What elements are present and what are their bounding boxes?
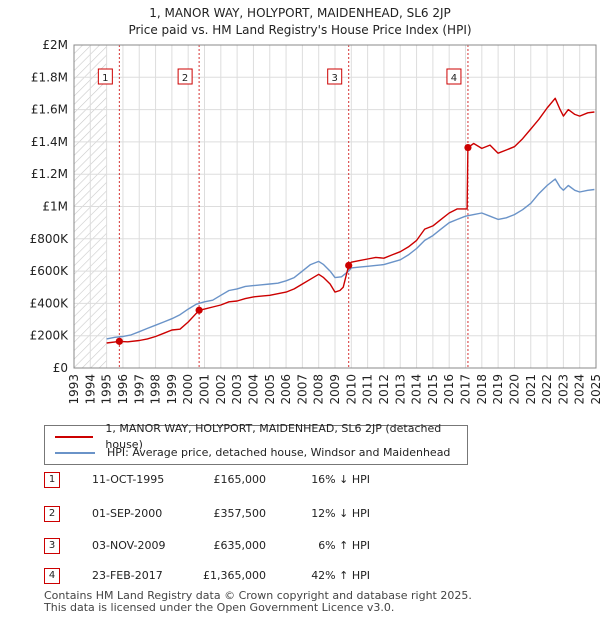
- x-tick-label: 1995: [100, 374, 114, 405]
- sale-row: 3 03-NOV-2009 £635,000 6% ↑ HPI: [44, 538, 424, 556]
- y-tick-label: £1M: [42, 200, 68, 214]
- y-tick-label: £200K: [30, 329, 70, 343]
- y-tick-label: £1.4M: [31, 135, 68, 149]
- y-tick-label: £0: [53, 361, 68, 375]
- sale-date: 23-FEB-2017: [92, 569, 163, 582]
- y-tick-label: £1.6M: [31, 103, 68, 117]
- x-tick-label: 2024: [573, 374, 587, 405]
- x-tick-label: 2025: [589, 374, 600, 405]
- x-tick-label: 2003: [230, 374, 244, 405]
- y-tick-label: £1.2M: [31, 167, 68, 181]
- x-tick-label: 2021: [524, 374, 538, 405]
- x-tick-label: 1997: [132, 374, 146, 405]
- x-tick-label: 2011: [361, 374, 375, 405]
- sale-number-badge: 2: [44, 506, 60, 522]
- sale-number-badge: 4: [44, 568, 60, 584]
- y-tick-label: £600K: [30, 264, 70, 278]
- sale-marker-box: [177, 68, 193, 85]
- sale-marker-label: 4: [451, 73, 457, 84]
- y-tick-label: £400K: [30, 296, 70, 310]
- sale-marker-box: [446, 68, 462, 85]
- chart-title: 1, MANOR WAY, HOLYPORT, MAIDENHEAD, SL6 …: [149, 6, 451, 20]
- x-tick-label: 2002: [214, 374, 228, 405]
- sale-number-badge: 1: [44, 472, 60, 488]
- sale-point: [115, 337, 123, 345]
- x-tick-label: 2000: [181, 374, 195, 405]
- sale-price: £635,000: [213, 539, 267, 552]
- footer-note: Contains HM Land Registry data © Crown c…: [44, 590, 472, 614]
- x-tick-label: 2016: [442, 374, 456, 405]
- footer-line-1: Contains HM Land Registry data © Crown c…: [44, 589, 472, 602]
- sale-row: 2 01-SEP-2000 £357,500 12% ↓ HPI: [44, 506, 424, 524]
- property-series-line: [106, 97, 595, 344]
- x-tick-label: 2018: [475, 374, 489, 405]
- x-tick-label: 2005: [263, 374, 277, 405]
- legend-swatch-property: [55, 436, 94, 438]
- plot-frame: [73, 44, 597, 369]
- sale-date: 01-SEP-2000: [92, 507, 163, 520]
- sale-row: 4 23-FEB-2017 £1,365,000 42% ↑ HPI: [44, 568, 424, 586]
- x-tick-label: 1994: [83, 374, 97, 405]
- x-tick-label: 2019: [491, 374, 505, 405]
- sale-marker-label: 1: [102, 73, 108, 84]
- x-tick-label: 2015: [426, 374, 440, 405]
- x-tick-label: 2012: [377, 374, 391, 405]
- footer-line-2: This data is licensed under the Open Gov…: [44, 601, 395, 614]
- sale-point: [195, 306, 203, 314]
- x-tick-label: 2014: [410, 374, 424, 405]
- sale-marker-label: 3: [332, 73, 338, 84]
- x-tick-label: 2023: [556, 374, 570, 405]
- sale-marker-box: [97, 68, 113, 85]
- x-tick-label: 1993: [67, 374, 81, 405]
- sale-date: 11-OCT-1995: [92, 473, 165, 486]
- sale-point: [464, 143, 472, 152]
- sale-price: £165,000: [213, 473, 267, 486]
- x-tick-label: 2022: [540, 374, 554, 405]
- x-tick-label: 1998: [149, 374, 163, 405]
- sale-price: £1,365,000: [203, 569, 266, 582]
- x-tick-label: 2020: [507, 374, 521, 405]
- y-tick-label: £800K: [30, 232, 70, 246]
- y-tick-label: £2M: [42, 38, 68, 52]
- x-tick-label: 2001: [198, 374, 212, 405]
- x-tick-label: 2017: [459, 374, 473, 405]
- price-chart: 1, MANOR WAY, HOLYPORT, MAIDENHEAD, SL6 …: [30, 6, 600, 405]
- legend-label-hpi: HPI: Average price, detached house, Wind…: [107, 446, 451, 459]
- sale-number-badge: 3: [44, 538, 60, 554]
- legend-swatch-hpi: [55, 452, 95, 454]
- x-tick-label: 1999: [165, 374, 179, 405]
- sale-point: [345, 261, 353, 270]
- y-tick-label: £1.8M: [31, 70, 68, 84]
- sale-hpi-diff: 16% ↓ HPI: [311, 473, 370, 486]
- x-tick-label: 2013: [393, 374, 407, 405]
- x-tick-label: 2008: [312, 374, 326, 405]
- sale-row: 1 11-OCT-1995 £165,000 16% ↓ HPI: [44, 472, 424, 490]
- sale-price: £357,500: [213, 507, 267, 520]
- sale-hpi-diff: 42% ↑ HPI: [311, 569, 370, 582]
- x-tick-label: 1996: [116, 374, 130, 405]
- sale-marker-label: 2: [182, 73, 188, 84]
- sale-date: 03-NOV-2009: [92, 539, 166, 552]
- sale-hpi-diff: 6% ↑ HPI: [318, 539, 370, 552]
- legend-item-property: 1, MANOR WAY, HOLYPORT, MAIDENHEAD, SL6 …: [55, 422, 467, 451]
- x-tick-label: 2006: [279, 374, 293, 405]
- sale-marker-box: [327, 68, 343, 85]
- x-tick-label: 2009: [328, 374, 342, 405]
- legend-item-hpi: HPI: Average price, detached house, Wind…: [55, 445, 450, 461]
- chart-legend: 1, MANOR WAY, HOLYPORT, MAIDENHEAD, SL6 …: [44, 422, 468, 465]
- sale-hpi-diff: 12% ↓ HPI: [311, 507, 370, 520]
- chart-subtitle: Price paid vs. HM Land Registry's House …: [128, 23, 471, 37]
- plot-area: 1 2 3 4 £0 £200K £400K £600K £800K £1M £1.2M £1.4M £…: [30, 38, 600, 405]
- x-tick-label: 2004: [246, 374, 260, 405]
- x-tick-label: 2010: [344, 374, 358, 405]
- x-tick-label: 2007: [295, 374, 309, 405]
- legend-label-property: 1, MANOR WAY, HOLYPORT, MAIDENHEAD, SL6 …: [105, 422, 442, 451]
